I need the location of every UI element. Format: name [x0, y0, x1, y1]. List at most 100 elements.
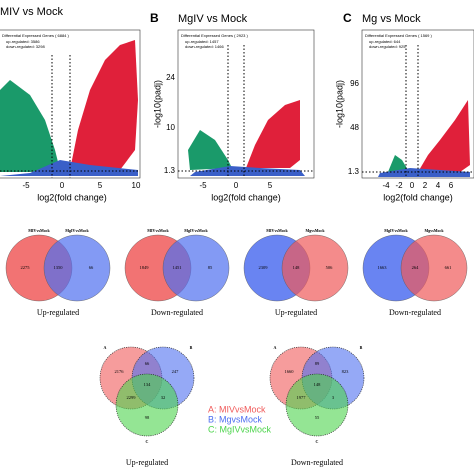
- set-label: MgIVvsMock: [65, 228, 89, 233]
- legend-title: Differential Expressed Genes ( 6884 ): [2, 33, 70, 38]
- legend-entry: A: MIVvsMock: [208, 404, 266, 414]
- ns-cloud: [190, 166, 305, 176]
- y-tick-label: 1.3: [164, 166, 176, 175]
- x-axis-label: log2(fold change): [383, 192, 453, 202]
- set-label: MgIVvsMock: [184, 228, 208, 233]
- panel-letter: C: [343, 11, 352, 25]
- down-cloud: [0, 80, 60, 172]
- x-axis-label: log2(fold change): [37, 192, 107, 202]
- venn-caption: Up-regulated: [37, 308, 79, 317]
- legend-down: down-regulated: 3298: [6, 44, 45, 49]
- venn-count: 661: [445, 265, 452, 270]
- up-cloud: [70, 40, 138, 170]
- set-label: C: [146, 439, 149, 444]
- venn-count: 1660: [285, 369, 295, 374]
- venn-count: 148: [293, 265, 301, 270]
- x-tick-label: 0: [410, 181, 415, 190]
- legend-down: down-regulated: 1466: [185, 44, 224, 49]
- venn-set: [115, 373, 179, 437]
- venn-count: 66: [89, 265, 94, 270]
- x-axis-label: log2(fold change): [211, 192, 281, 202]
- ns-cloud: [378, 168, 470, 177]
- venn-count: 89: [315, 361, 320, 366]
- set-label: MgIVvsMock: [384, 228, 408, 233]
- set-label: A: [104, 345, 107, 350]
- set-label: MgvsMock: [424, 228, 444, 233]
- panel-title: Mg vs Mock: [362, 13, 421, 25]
- venn-count: 1663: [378, 265, 388, 270]
- venn-count: 55: [315, 415, 320, 420]
- plot-frame: [177, 29, 315, 179]
- venn-set: [162, 234, 230, 302]
- venn-count: 1451: [173, 265, 182, 270]
- ns-cloud: [0, 160, 138, 176]
- x-tick-label: 0: [60, 181, 65, 190]
- venn-count: 506: [326, 265, 334, 270]
- panel-title: MgIV vs Mock: [178, 13, 248, 25]
- venn-count: 2176: [115, 369, 125, 374]
- set-label: B: [190, 345, 193, 350]
- y-axis-label: -log10(padj): [152, 80, 162, 128]
- legend-up: up-regulated: 3586: [6, 39, 40, 44]
- legend-title: Differential Expressed Genes ( 1569 ): [365, 33, 433, 38]
- set-label: MIVvsMock: [266, 228, 288, 233]
- up-cloud: [246, 100, 300, 168]
- up-cloud: [418, 100, 470, 172]
- volcano-b: B MgIV vs Mock Differential Expressed Ge…: [150, 11, 315, 202]
- venn-count: 32: [161, 395, 166, 400]
- venn-count: 85: [208, 265, 213, 270]
- x-tick-label: -5: [22, 181, 30, 190]
- venn-count: 1977: [297, 395, 307, 400]
- x-tick-label: 4: [436, 181, 441, 190]
- venn-caption: Down-regulated: [151, 308, 203, 317]
- set-label: A: [274, 345, 277, 350]
- venn-set: [43, 234, 111, 302]
- legend-title: Differential Expressed Genes ( 2923 ): [181, 33, 249, 38]
- volcano-c: C Mg vs Mock Differential Expressed Gene…: [334, 11, 474, 202]
- venn-count: 247: [172, 369, 180, 374]
- y-tick-label: 96: [350, 79, 359, 88]
- y-tick-label: 48: [350, 123, 359, 132]
- venn-caption: Up-regulated: [126, 458, 168, 467]
- venn-count: 1849: [140, 265, 150, 270]
- venn2-row: MIVvsMock MgIVvsMock 2275 1350 66 Up-regulate…: [5, 228, 468, 317]
- legend-entry: C: MgIVvsMock: [208, 424, 272, 434]
- venn-count: 1350: [54, 265, 64, 270]
- venn3-row: A B C 2176 66 247 134 2299 32 98 Up-regulated A B C 16…: [99, 345, 365, 467]
- venn-set: [285, 373, 349, 437]
- venn-count: 98: [145, 415, 150, 420]
- venn-set: [281, 234, 349, 302]
- venn-count: 823: [342, 369, 350, 374]
- venn-count: 148: [314, 382, 322, 387]
- set-label: C: [316, 439, 319, 444]
- set-label: MgvsMock: [305, 228, 325, 233]
- panel-title: MIV vs Mock: [0, 6, 63, 18]
- x-tick-label: 0: [234, 181, 239, 190]
- venn-count: 134: [144, 382, 152, 387]
- venn-set: [400, 234, 468, 302]
- plot-frame: [361, 29, 474, 179]
- x-tick-label: -4: [382, 181, 390, 190]
- legend-up: up-regulated: 1457: [185, 39, 219, 44]
- set-label: MIVvsMock: [147, 228, 169, 233]
- x-tick-label: -2: [395, 181, 403, 190]
- set-label: MIVvsMock: [28, 228, 50, 233]
- x-tick-label: 5: [98, 181, 103, 190]
- y-axis-label: -log10(padj): [334, 80, 344, 128]
- x-tick-label: 5: [268, 181, 273, 190]
- x-tick-label: -5: [199, 181, 207, 190]
- legend-down: down-regulated: 925: [369, 44, 406, 49]
- y-tick-label: 10: [166, 123, 175, 132]
- x-tick-label: 2: [423, 181, 428, 190]
- volcano-a: MIV vs Mock Differential Expressed Genes…: [0, 6, 141, 202]
- down-cloud: [388, 155, 408, 172]
- legend-entry: B: MgvsMock: [208, 414, 263, 424]
- y-tick-label: 24: [166, 73, 175, 82]
- venn-caption: Down-regulated: [389, 308, 441, 317]
- legend-up: up-regulated: 644: [369, 39, 401, 44]
- venn-caption: Down-regulated: [291, 458, 343, 467]
- venn-count: 264: [412, 265, 420, 270]
- venn-count: 66: [145, 361, 150, 366]
- y-tick-label: 1.3: [348, 167, 360, 176]
